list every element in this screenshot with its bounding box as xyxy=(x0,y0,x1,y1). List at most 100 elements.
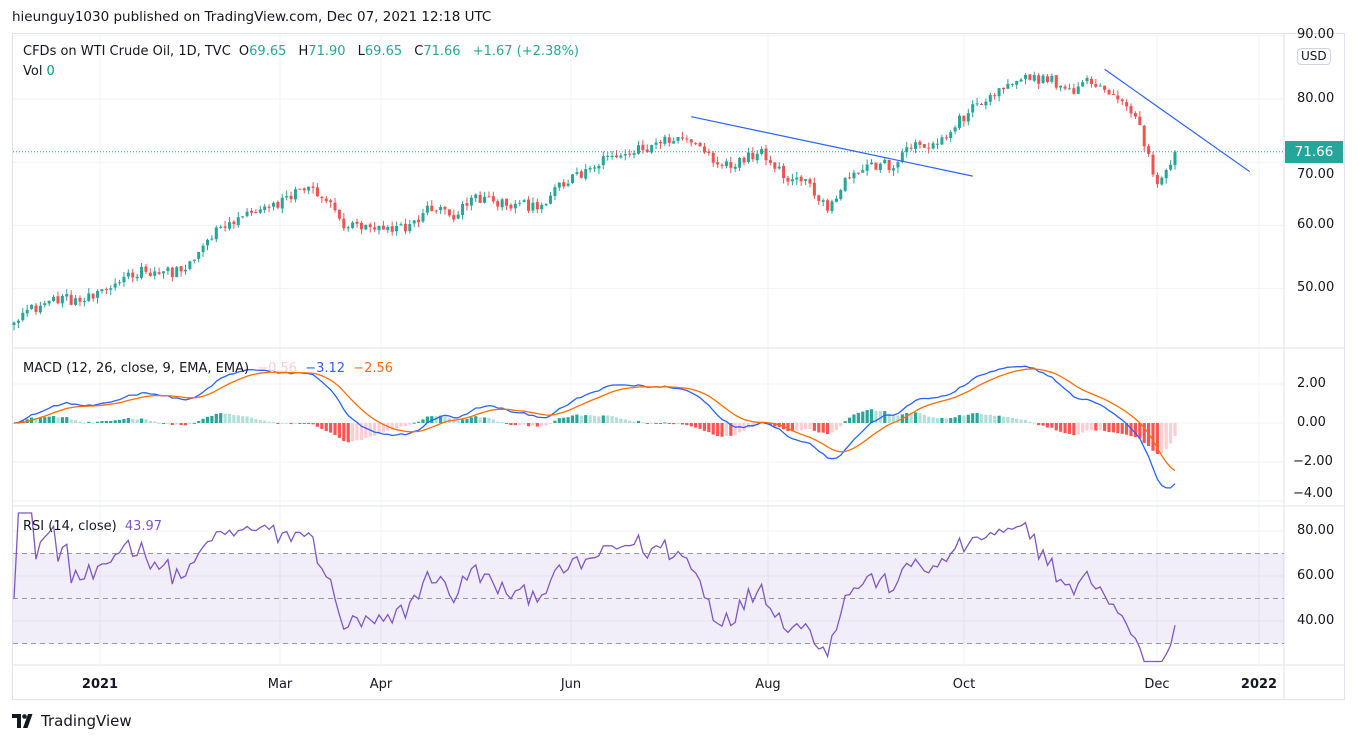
macd-histogram-bar xyxy=(65,417,69,423)
candle-body xyxy=(206,239,209,246)
macd-histogram-bar xyxy=(1085,423,1089,431)
macd-histogram-bar xyxy=(887,413,891,423)
candle-body xyxy=(289,195,293,200)
candle-body xyxy=(1098,85,1102,87)
candle-body xyxy=(38,305,42,313)
candle-body xyxy=(118,282,122,284)
candle-body xyxy=(628,153,632,155)
candle-body xyxy=(984,101,988,106)
candle-body xyxy=(619,155,623,158)
macd-histogram-bar xyxy=(34,418,38,423)
macd-histogram-bar xyxy=(1151,423,1155,451)
macd-histogram-bar xyxy=(1094,423,1098,431)
macd-histogram-bar xyxy=(795,423,799,431)
macd-histogram-bar xyxy=(117,419,122,423)
main-legend: CFDs on WTI Crude Oil, 1D, TVC O69.65 H7… xyxy=(23,44,583,59)
high-label: H xyxy=(298,44,309,59)
macd-histogram-bar xyxy=(676,423,680,424)
macd-histogram-bar xyxy=(337,423,342,438)
price-tick: 50.00 xyxy=(1297,280,1335,295)
macd-title[interactable]: MACD (12, 26, close, 9, EMA, EMA) xyxy=(23,361,250,376)
last-price-label: 71.66 xyxy=(1285,141,1343,163)
macd-hist-value: −0.56 xyxy=(257,361,298,376)
candle-body xyxy=(531,202,535,211)
candle-body xyxy=(1138,116,1142,125)
candle-body xyxy=(887,159,891,170)
candle-body xyxy=(632,153,636,155)
macd-histogram-bar xyxy=(566,417,570,423)
macd-histogram-bar xyxy=(1081,423,1085,433)
macd-histogram-bar xyxy=(179,423,183,426)
candle-body xyxy=(96,291,100,298)
macd-histogram-bar xyxy=(839,423,843,427)
candle-body xyxy=(104,289,108,291)
macd-histogram-bar xyxy=(298,422,302,424)
tradingview-logo[interactable]: TradingView xyxy=(12,712,132,730)
time-tick: Apr xyxy=(369,677,393,692)
macd-histogram-bar xyxy=(285,423,289,424)
time-tick: Jun xyxy=(560,677,582,692)
macd-histogram-bar xyxy=(131,418,135,423)
currency-badge[interactable]: USD xyxy=(1297,48,1331,65)
candle-body xyxy=(724,161,728,167)
time-tick: Mar xyxy=(267,677,293,692)
candle-body xyxy=(742,157,746,163)
macd-histogram-bar xyxy=(487,417,491,423)
macd-histogram-bar xyxy=(592,415,597,423)
macd-histogram-bar xyxy=(1032,422,1036,424)
macd-histogram-bar xyxy=(87,421,91,423)
macd-histogram-bar xyxy=(460,419,465,423)
candle-body xyxy=(285,196,289,198)
macd-histogram-bar xyxy=(1076,423,1080,435)
macd-histogram-bar xyxy=(430,416,434,423)
candle-body xyxy=(685,138,689,140)
candle-body xyxy=(738,157,742,168)
macd-histogram-bar xyxy=(526,423,531,427)
candle-body xyxy=(1103,85,1107,90)
macd-histogram-bar xyxy=(694,423,698,428)
macd-histogram-bar xyxy=(144,419,148,423)
candle-body xyxy=(170,267,174,278)
macd-histogram-bar xyxy=(913,412,918,423)
rsi-title[interactable]: RSI (14, close) xyxy=(23,519,117,534)
macd-histogram-bar xyxy=(601,415,605,423)
tradingview-logo-icon xyxy=(12,714,33,728)
macd-histogram-bar xyxy=(610,416,614,423)
candle-body xyxy=(1076,86,1080,94)
macd-histogram-bar xyxy=(399,423,403,427)
candle-body xyxy=(241,216,245,218)
macd-histogram-bar xyxy=(997,415,1001,423)
macd-histogram-bar xyxy=(100,421,104,423)
macd-histogram-bar xyxy=(632,421,636,423)
macd-histogram-bar xyxy=(509,423,513,426)
macd-histogram-bar xyxy=(104,420,108,423)
time-tick: Oct xyxy=(952,677,976,692)
macd-histogram-bar xyxy=(205,416,210,423)
candle-body xyxy=(293,189,297,200)
macd-histogram-bar xyxy=(416,421,421,423)
candle-body xyxy=(381,225,385,230)
macd-histogram-bar xyxy=(1125,423,1129,435)
macd-histogram-bar xyxy=(434,416,438,423)
candle-body xyxy=(100,289,104,292)
candle-body xyxy=(425,205,429,213)
candle-body xyxy=(333,202,337,211)
macd-histogram-bar xyxy=(263,420,267,423)
macd-histogram-bar xyxy=(949,418,953,423)
macd-histogram-bar xyxy=(799,423,803,431)
candle-body xyxy=(82,301,86,303)
macd-histogram-bar xyxy=(768,423,773,425)
candle-body xyxy=(1054,75,1058,88)
candle-body xyxy=(562,182,566,187)
candle-body xyxy=(43,303,47,306)
macd-histogram-bar xyxy=(258,420,262,423)
candle-body xyxy=(408,224,412,232)
macd-histogram-bar xyxy=(922,414,926,423)
macd-histogram-bar xyxy=(113,420,117,423)
symbol-label[interactable]: CFDs on WTI Crude Oil, 1D, TVC xyxy=(23,44,231,59)
candle-body xyxy=(373,227,377,230)
macd-histogram-bar xyxy=(438,415,443,423)
macd-histogram-bar xyxy=(210,415,214,423)
macd-histogram-bar xyxy=(1067,423,1072,434)
